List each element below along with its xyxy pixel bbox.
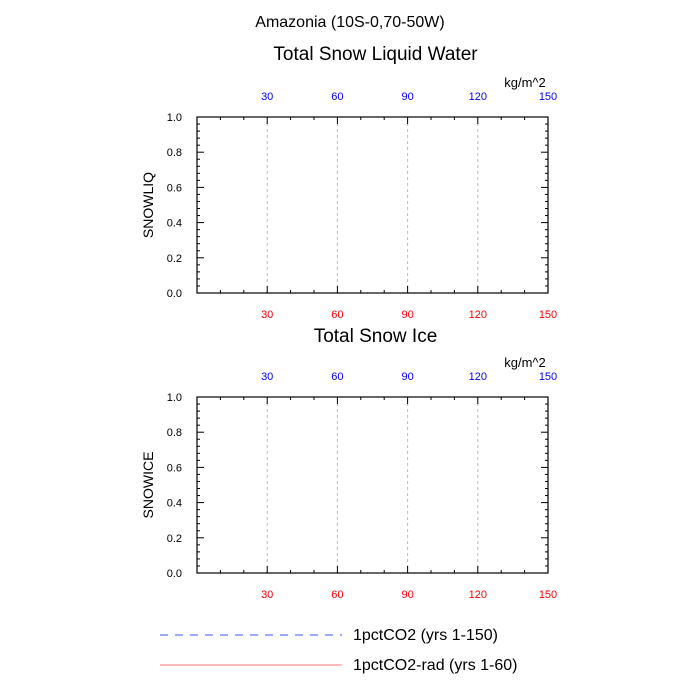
x-tick-label-top: 60 [331,91,343,103]
figure-title: Amazonia (10S-0,70-50W) [255,14,444,31]
x-tick-label-bottom: 120 [469,589,487,601]
x-tick-label-top: 90 [401,91,413,103]
panel-snowice: Total Snow Ice kg/m^2 SNOWICE 0.0 0.2 0.4 0.6 0… [140,326,557,601]
plot-frame [196,396,549,574]
y-tick-label: 0.4 [167,498,182,510]
x-tick-label-top: 30 [261,371,273,383]
y-axis-label: SNOWLIQ [140,172,156,238]
x-tick-label-bottom: 90 [401,589,413,601]
x-tick-label-bottom: 60 [331,309,343,321]
x-tick-label-top: 150 [539,91,557,103]
units-label: kg/m^2 [504,355,546,370]
legend-label-1pctco2: 1pctCO2 (yrs 1-150) [353,627,498,644]
y-tick-label: 0.6 [167,182,182,194]
y-tick-label: 0.2 [167,253,182,265]
x-tick-label-top: 150 [539,371,557,383]
y-tick-label: 0.0 [167,288,182,300]
y-tick-label: 0.6 [167,462,182,474]
y-tick-label: 0.2 [167,533,182,545]
y-tick-label: 1.0 [167,112,182,124]
x-tick-label-bottom: 150 [539,589,557,601]
legend-label-1pctco2-rad: 1pctCO2-rad (yrs 1-60) [353,657,518,674]
x-tick-label-top: 120 [469,91,487,103]
y-tick-label: 1.0 [167,392,182,404]
y-tick-label: 0.8 [167,147,182,159]
x-tick-label-bottom: 90 [401,309,413,321]
x-tick-label-top: 30 [261,91,273,103]
y-axis-label: SNOWICE [140,452,156,519]
x-tick-label-top: 60 [331,371,343,383]
plot-frame [196,116,549,294]
x-tick-label-bottom: 60 [331,589,343,601]
x-tick-label-bottom: 150 [539,309,557,321]
y-tick-label: 0.8 [167,427,182,439]
y-tick-label: 0.0 [167,568,182,580]
legend: 1pctCO2 (yrs 1-150) 1pctCO2-rad (yrs 1-6… [160,627,518,674]
units-label: kg/m^2 [504,75,546,90]
panel-title: Total Snow Ice [314,326,438,347]
x-tick-label-bottom: 30 [261,589,273,601]
x-tick-label-bottom: 30 [261,309,273,321]
x-tick-label-top: 90 [401,371,413,383]
x-tick-label-top: 120 [469,371,487,383]
panel-title: Total Snow Liquid Water [273,44,478,65]
x-tick-label-bottom: 120 [469,309,487,321]
y-tick-label: 0.4 [167,218,182,230]
panel-snowliq: Total Snow Liquid Water kg/m^2 SNOWLIQ 0.0 0… [140,44,557,321]
